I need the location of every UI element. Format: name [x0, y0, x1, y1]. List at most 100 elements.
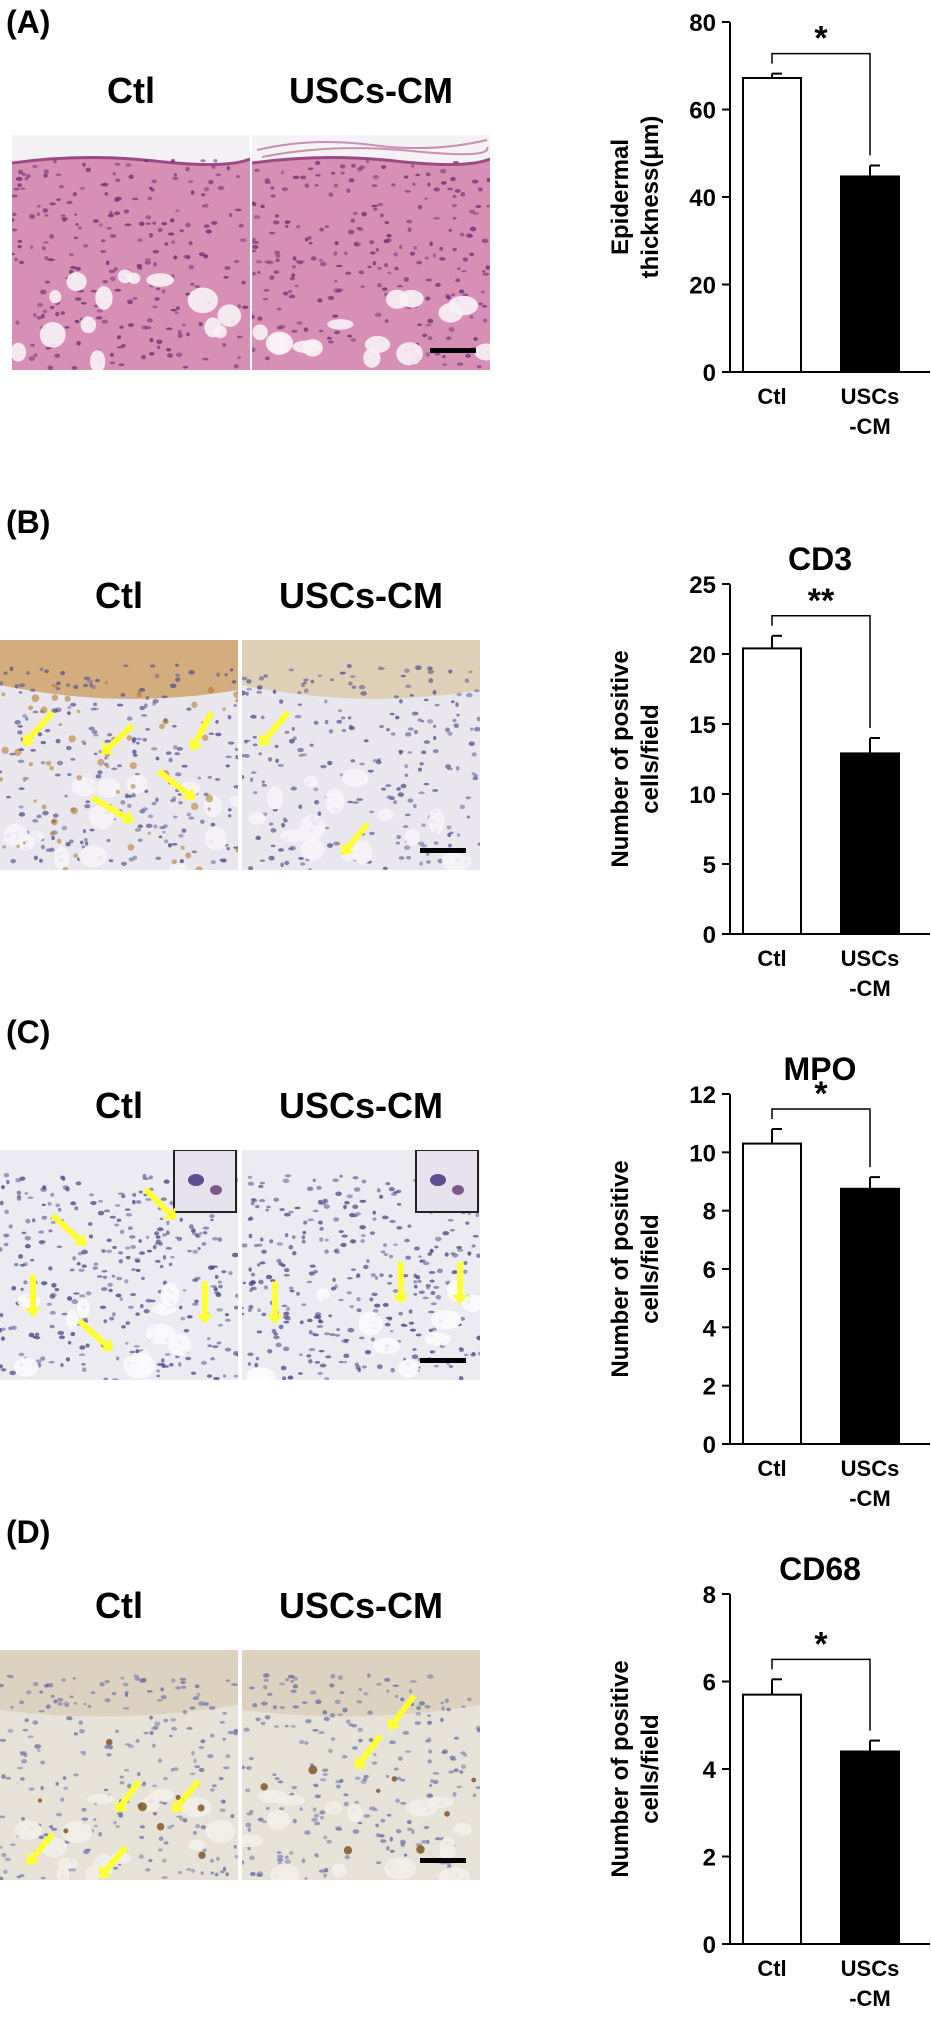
bar-chart: 0 2 4 6 8 Number of positive cells/field Ctl USC… — [555, 1551, 931, 2022]
x-tick-label: Ctl — [757, 1956, 786, 1981]
y-tick-label: 0 — [703, 1432, 716, 1459]
x-tick-label: USCs — [841, 384, 900, 409]
y-tick-label: 0 — [703, 360, 716, 387]
y-tick-label: 8 — [703, 1199, 716, 1226]
x-tick-label: USCs — [841, 1956, 900, 1981]
panel-label: (C) — [6, 1014, 51, 1050]
y-tick-label: 2 — [703, 1374, 716, 1401]
image-title-uscs-cm: USCs-CM — [278, 575, 443, 616]
y-axis-label: cells/field — [637, 704, 664, 813]
significance-bracket — [771, 615, 871, 728]
micrograph-uscs-cm — [242, 1150, 480, 1380]
image-title-ctl: Ctl — [107, 70, 155, 111]
scale-bar — [420, 1358, 466, 1363]
bar-uscs-cm — [840, 175, 900, 373]
marker-arrow — [106, 723, 135, 750]
significance-marker: * — [814, 20, 828, 58]
panel-label: (D) — [6, 1514, 51, 1550]
chart-title: CD68 — [779, 1551, 861, 1587]
image-title-uscs-cm: USCs-CM — [288, 70, 453, 111]
y-axis-label: thickness(μm) — [637, 116, 664, 279]
micrograph-ctl — [0, 1650, 238, 1880]
marker-arrow — [391, 1694, 417, 1725]
y-tick-label: 20 — [689, 642, 716, 669]
panel-b: (B) Ctl USCs-CM 0 5 10 15 20 25 Number of positiv… — [0, 500, 931, 1001]
bar-chart: 0 2 4 6 8 10 12 Number of positive cells/field Ct… — [555, 1051, 931, 1522]
marker-arrow — [263, 710, 291, 741]
bar-ctl — [742, 1693, 802, 1945]
marker-arrow — [103, 1845, 128, 1873]
panel-a: (A) Ctl USCs-CM 0 20 40 60 80 Epidermal thickness… — [0, 0, 931, 470]
y-tick-label: 15 — [689, 712, 716, 739]
y-tick-label: 10 — [689, 782, 716, 809]
marker-arrow — [91, 795, 128, 821]
significance-marker: ** — [808, 582, 835, 620]
x-tick-label: -CM — [849, 414, 891, 439]
y-tick-label: 10 — [689, 1140, 716, 1167]
x-tick-label: -CM — [849, 1986, 891, 2011]
y-tick-label: 8 — [703, 1582, 716, 1609]
marker-arrow — [26, 710, 56, 741]
y-tick-label: 40 — [689, 185, 716, 212]
y-tick-label: 20 — [689, 273, 716, 300]
y-tick-label: 12 — [689, 1082, 716, 1109]
x-tick-label: -CM — [849, 1486, 891, 1511]
panel-label: (B) — [6, 504, 51, 540]
significance-marker: * — [814, 1075, 828, 1113]
y-tick-label: 4 — [703, 1315, 717, 1342]
bar-uscs-cm — [840, 752, 900, 935]
bar-chart: 0 5 10 15 20 25 Number of positive cells/field C… — [555, 541, 931, 1012]
bar-uscs-cm — [840, 1750, 900, 1945]
marker-arrow — [156, 769, 190, 797]
image-title-uscs-cm: USCs-CM — [278, 1085, 443, 1126]
y-tick-label: 5 — [703, 852, 716, 879]
marker-arrow — [119, 1779, 142, 1807]
panel-d: (D) Ctl USCs-CM 0 2 4 6 8 Number of positive cell… — [0, 1510, 931, 2011]
significance-bracket — [771, 1658, 871, 1731]
marker-arrow — [345, 822, 370, 850]
x-tick-label: USCs — [841, 946, 900, 971]
x-tick-label: Ctl — [757, 384, 786, 409]
x-tick-label: Ctl — [757, 1456, 786, 1481]
bar-chart: 0 20 40 60 80 Epidermal thickness(μm) Ctl USCs -C… — [555, 0, 931, 470]
x-tick-label: -CM — [849, 976, 891, 1001]
panel-c: (C) Ctl USCs-CM 0 2 4 6 8 10 12 Number of positive… — [0, 1010, 931, 1511]
bar-ctl — [742, 1142, 802, 1445]
y-tick-label: 6 — [703, 1257, 716, 1284]
y-tick-label: 25 — [689, 572, 716, 599]
micrograph-ctl — [0, 640, 238, 870]
image-title-ctl: Ctl — [95, 1085, 143, 1126]
image-title-ctl: Ctl — [95, 575, 143, 616]
y-tick-label: 2 — [703, 1845, 716, 1872]
y-axis-label: cells/field — [637, 1214, 664, 1323]
marker-arrow — [77, 1318, 108, 1347]
significance-bracket — [771, 52, 871, 156]
marker-arrow — [358, 1733, 384, 1764]
y-tick-label: 0 — [703, 922, 716, 949]
bar-ctl — [742, 647, 802, 936]
y-axis-label: Number of positive — [607, 1160, 634, 1377]
x-tick-label: USCs — [841, 1456, 900, 1481]
significance-marker: * — [814, 1625, 828, 1663]
significance-bracket — [771, 1108, 871, 1168]
marker-arrow — [50, 1213, 82, 1242]
chart-title: MPO — [784, 1051, 857, 1087]
marker-arrow — [176, 1779, 201, 1808]
y-tick-label: 80 — [689, 10, 716, 37]
bar-ctl — [742, 77, 802, 373]
y-tick-label: 4 — [703, 1757, 717, 1784]
micrograph-uscs-cm — [242, 1650, 480, 1880]
image-title-ctl: Ctl — [95, 1585, 143, 1626]
y-axis-label: Number of positive — [607, 650, 634, 867]
y-axis-label: Epidermal — [607, 139, 634, 255]
scale-bar — [430, 348, 476, 353]
panel-label: (A) — [6, 4, 51, 40]
micrograph-uscs-cm — [252, 135, 490, 370]
scale-bar — [420, 1858, 466, 1863]
y-tick-label: 60 — [689, 98, 716, 125]
micrograph-ctl — [12, 135, 250, 370]
y-axis-label: cells/field — [637, 1714, 664, 1823]
micrograph-uscs-cm — [242, 640, 480, 870]
x-tick-label: Ctl — [757, 946, 786, 971]
marker-arrow — [143, 1187, 172, 1216]
